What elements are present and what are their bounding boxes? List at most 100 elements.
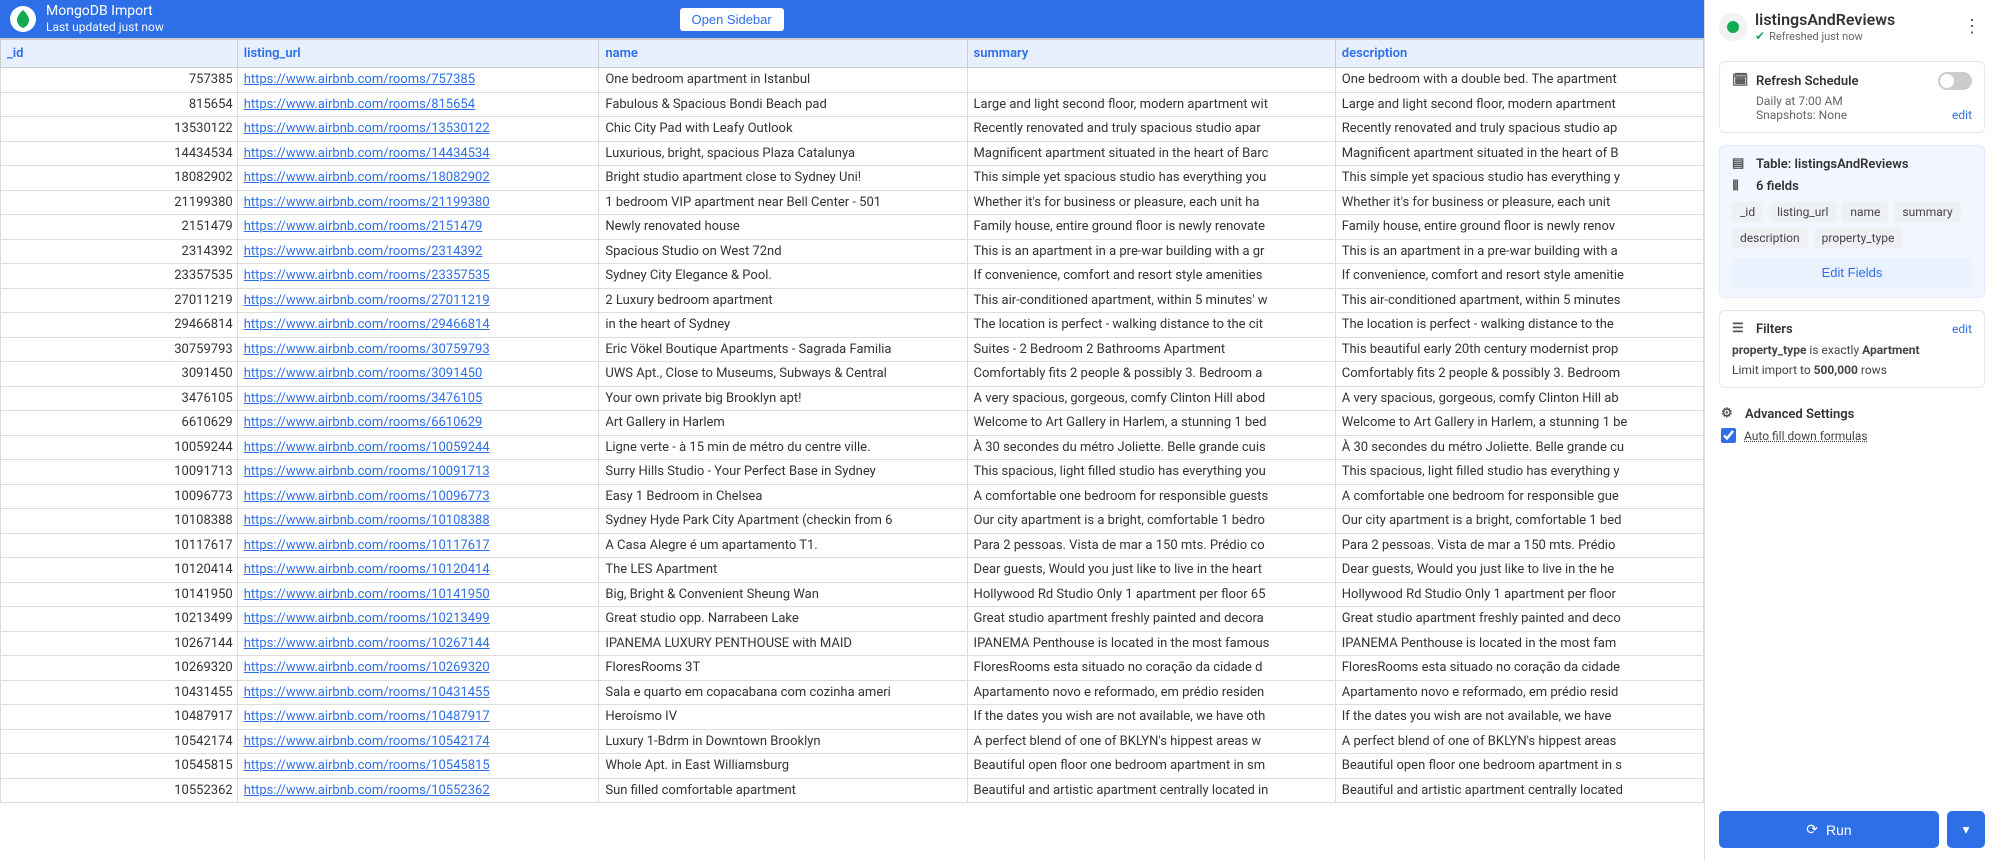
cell-listing_url[interactable]: https://www.airbnb.com/rooms/10141950 (237, 582, 599, 607)
run-button[interactable]: ⟳Run (1719, 811, 1939, 848)
field-chip[interactable]: name (1842, 202, 1888, 222)
run-dropdown-button[interactable]: ▾ (1947, 811, 1985, 848)
table-row[interactable]: 30759793https://www.airbnb.com/rooms/307… (1, 337, 1704, 362)
edit-fields-button[interactable]: Edit Fields (1732, 258, 1972, 287)
cell-listing_url[interactable]: https://www.airbnb.com/rooms/10267144 (237, 631, 599, 656)
cell-listing_url[interactable]: https://www.airbnb.com/rooms/10117617 (237, 533, 599, 558)
cell-listing_url[interactable]: https://www.airbnb.com/rooms/21199380 (237, 190, 599, 215)
listing-url-link[interactable]: https://www.airbnb.com/rooms/10108388 (244, 513, 490, 528)
table-row[interactable]: 10091713https://www.airbnb.com/rooms/100… (1, 460, 1704, 485)
data-table-container[interactable]: _idlisting_urlnamesummarydescription 757… (0, 38, 1704, 860)
listing-url-link[interactable]: https://www.airbnb.com/rooms/29466814 (244, 317, 490, 332)
cell-listing_url[interactable]: https://www.airbnb.com/rooms/2151479 (237, 215, 599, 240)
cell-listing_url[interactable]: https://www.airbnb.com/rooms/10108388 (237, 509, 599, 534)
table-row[interactable]: 23357535https://www.airbnb.com/rooms/233… (1, 264, 1704, 289)
cell-listing_url[interactable]: https://www.airbnb.com/rooms/815654 (237, 92, 599, 117)
table-row[interactable]: 757385https://www.airbnb.com/rooms/75738… (1, 68, 1704, 93)
cell-listing_url[interactable]: https://www.airbnb.com/rooms/14434534 (237, 141, 599, 166)
table-row[interactable]: 10552362https://www.airbnb.com/rooms/105… (1, 778, 1704, 803)
listing-url-link[interactable]: https://www.airbnb.com/rooms/10117617 (244, 538, 490, 553)
field-chip[interactable]: listing_url (1769, 202, 1836, 222)
cell-listing_url[interactable]: https://www.airbnb.com/rooms/10487917 (237, 705, 599, 730)
listing-url-link[interactable]: https://www.airbnb.com/rooms/30759793 (244, 342, 490, 357)
table-row[interactable]: 3476105https://www.airbnb.com/rooms/3476… (1, 386, 1704, 411)
column-header-summary[interactable]: summary (967, 40, 1335, 68)
listing-url-link[interactable]: https://www.airbnb.com/rooms/10141950 (244, 587, 490, 602)
listing-url-link[interactable]: https://www.airbnb.com/rooms/10091713 (244, 464, 490, 479)
table-row[interactable]: 10267144https://www.airbnb.com/rooms/102… (1, 631, 1704, 656)
listing-url-link[interactable]: https://www.airbnb.com/rooms/815654 (244, 97, 475, 112)
table-row[interactable]: 815654https://www.airbnb.com/rooms/81565… (1, 92, 1704, 117)
table-row[interactable]: 10542174https://www.airbnb.com/rooms/105… (1, 729, 1704, 754)
listing-url-link[interactable]: https://www.airbnb.com/rooms/3476105 (244, 391, 483, 406)
table-row[interactable]: 10059244https://www.airbnb.com/rooms/100… (1, 435, 1704, 460)
cell-listing_url[interactable]: https://www.airbnb.com/rooms/757385 (237, 68, 599, 93)
field-chip[interactable]: property_type (1814, 228, 1903, 248)
table-row[interactable]: 10213499https://www.airbnb.com/rooms/102… (1, 607, 1704, 632)
table-row[interactable]: 27011219https://www.airbnb.com/rooms/270… (1, 288, 1704, 313)
column-header-listing_url[interactable]: listing_url (237, 40, 599, 68)
column-header-name[interactable]: name (599, 40, 967, 68)
cell-listing_url[interactable]: https://www.airbnb.com/rooms/10213499 (237, 607, 599, 632)
table-row[interactable]: 10487917https://www.airbnb.com/rooms/104… (1, 705, 1704, 730)
listing-url-link[interactable]: https://www.airbnb.com/rooms/3091450 (244, 366, 483, 381)
listing-url-link[interactable]: https://www.airbnb.com/rooms/6610629 (244, 415, 483, 430)
cell-listing_url[interactable]: https://www.airbnb.com/rooms/2314392 (237, 239, 599, 264)
autofill-label[interactable]: Auto fill down formulas (1744, 429, 1868, 443)
cell-listing_url[interactable]: https://www.airbnb.com/rooms/10269320 (237, 656, 599, 681)
listing-url-link[interactable]: https://www.airbnb.com/rooms/27011219 (244, 293, 490, 308)
cell-listing_url[interactable]: https://www.airbnb.com/rooms/27011219 (237, 288, 599, 313)
cell-listing_url[interactable]: https://www.airbnb.com/rooms/23357535 (237, 264, 599, 289)
table-row[interactable]: 2151479https://www.airbnb.com/rooms/2151… (1, 215, 1704, 240)
listing-url-link[interactable]: https://www.airbnb.com/rooms/18082902 (244, 170, 490, 185)
listing-url-link[interactable]: https://www.airbnb.com/rooms/10269320 (244, 660, 490, 675)
listing-url-link[interactable]: https://www.airbnb.com/rooms/13530122 (244, 121, 490, 136)
cell-listing_url[interactable]: https://www.airbnb.com/rooms/3476105 (237, 386, 599, 411)
table-row[interactable]: 21199380https://www.airbnb.com/rooms/211… (1, 190, 1704, 215)
cell-listing_url[interactable]: https://www.airbnb.com/rooms/3091450 (237, 362, 599, 387)
table-row[interactable]: 10117617https://www.airbnb.com/rooms/101… (1, 533, 1704, 558)
table-row[interactable]: 29466814https://www.airbnb.com/rooms/294… (1, 313, 1704, 338)
table-row[interactable]: 6610629https://www.airbnb.com/rooms/6610… (1, 411, 1704, 436)
listing-url-link[interactable]: https://www.airbnb.com/rooms/14434534 (244, 146, 490, 161)
table-row[interactable]: 10269320https://www.airbnb.com/rooms/102… (1, 656, 1704, 681)
listing-url-link[interactable]: https://www.airbnb.com/rooms/10213499 (244, 611, 490, 626)
listing-url-link[interactable]: https://www.airbnb.com/rooms/10545815 (244, 758, 490, 773)
cell-listing_url[interactable]: https://www.airbnb.com/rooms/10552362 (237, 778, 599, 803)
listing-url-link[interactable]: https://www.airbnb.com/rooms/10120414 (244, 562, 490, 577)
listing-url-link[interactable]: https://www.airbnb.com/rooms/10059244 (244, 440, 490, 455)
cell-listing_url[interactable]: https://www.airbnb.com/rooms/10431455 (237, 680, 599, 705)
listing-url-link[interactable]: https://www.airbnb.com/rooms/10552362 (244, 783, 490, 798)
listing-url-link[interactable]: https://www.airbnb.com/rooms/2151479 (244, 219, 483, 234)
listing-url-link[interactable]: https://www.airbnb.com/rooms/10487917 (244, 709, 490, 724)
table-row[interactable]: 3091450https://www.airbnb.com/rooms/3091… (1, 362, 1704, 387)
cell-listing_url[interactable]: https://www.airbnb.com/rooms/29466814 (237, 313, 599, 338)
listing-url-link[interactable]: https://www.airbnb.com/rooms/2314392 (244, 244, 483, 259)
listing-url-link[interactable]: https://www.airbnb.com/rooms/10431455 (244, 685, 490, 700)
table-row[interactable]: 18082902https://www.airbnb.com/rooms/180… (1, 166, 1704, 191)
cell-listing_url[interactable]: https://www.airbnb.com/rooms/18082902 (237, 166, 599, 191)
open-sidebar-button[interactable]: Open Sidebar (680, 8, 784, 31)
listing-url-link[interactable]: https://www.airbnb.com/rooms/21199380 (244, 195, 490, 210)
table-row[interactable]: 10141950https://www.airbnb.com/rooms/101… (1, 582, 1704, 607)
table-row[interactable]: 10120414https://www.airbnb.com/rooms/101… (1, 558, 1704, 583)
table-row[interactable]: 13530122https://www.airbnb.com/rooms/135… (1, 117, 1704, 142)
listing-url-link[interactable]: https://www.airbnb.com/rooms/10267144 (244, 636, 490, 651)
listing-url-link[interactable]: https://www.airbnb.com/rooms/757385 (244, 72, 475, 87)
table-row[interactable]: 10545815https://www.airbnb.com/rooms/105… (1, 754, 1704, 779)
table-row[interactable]: 2314392https://www.airbnb.com/rooms/2314… (1, 239, 1704, 264)
refresh-toggle[interactable] (1938, 72, 1972, 90)
cell-listing_url[interactable]: https://www.airbnb.com/rooms/10545815 (237, 754, 599, 779)
listing-url-link[interactable]: https://www.airbnb.com/rooms/10542174 (244, 734, 490, 749)
listing-url-link[interactable]: https://www.airbnb.com/rooms/23357535 (244, 268, 490, 283)
field-chip[interactable]: _id (1732, 202, 1763, 222)
listing-url-link[interactable]: https://www.airbnb.com/rooms/10096773 (244, 489, 490, 504)
table-row[interactable]: 14434534https://www.airbnb.com/rooms/144… (1, 141, 1704, 166)
cell-listing_url[interactable]: https://www.airbnb.com/rooms/10096773 (237, 484, 599, 509)
cell-listing_url[interactable]: https://www.airbnb.com/rooms/10542174 (237, 729, 599, 754)
cell-listing_url[interactable]: https://www.airbnb.com/rooms/6610629 (237, 411, 599, 436)
filters-edit-link[interactable]: edit (1952, 322, 1972, 336)
refresh-edit-link[interactable]: edit (1952, 108, 1972, 122)
cell-listing_url[interactable]: https://www.airbnb.com/rooms/10120414 (237, 558, 599, 583)
table-row[interactable]: 10096773https://www.airbnb.com/rooms/100… (1, 484, 1704, 509)
